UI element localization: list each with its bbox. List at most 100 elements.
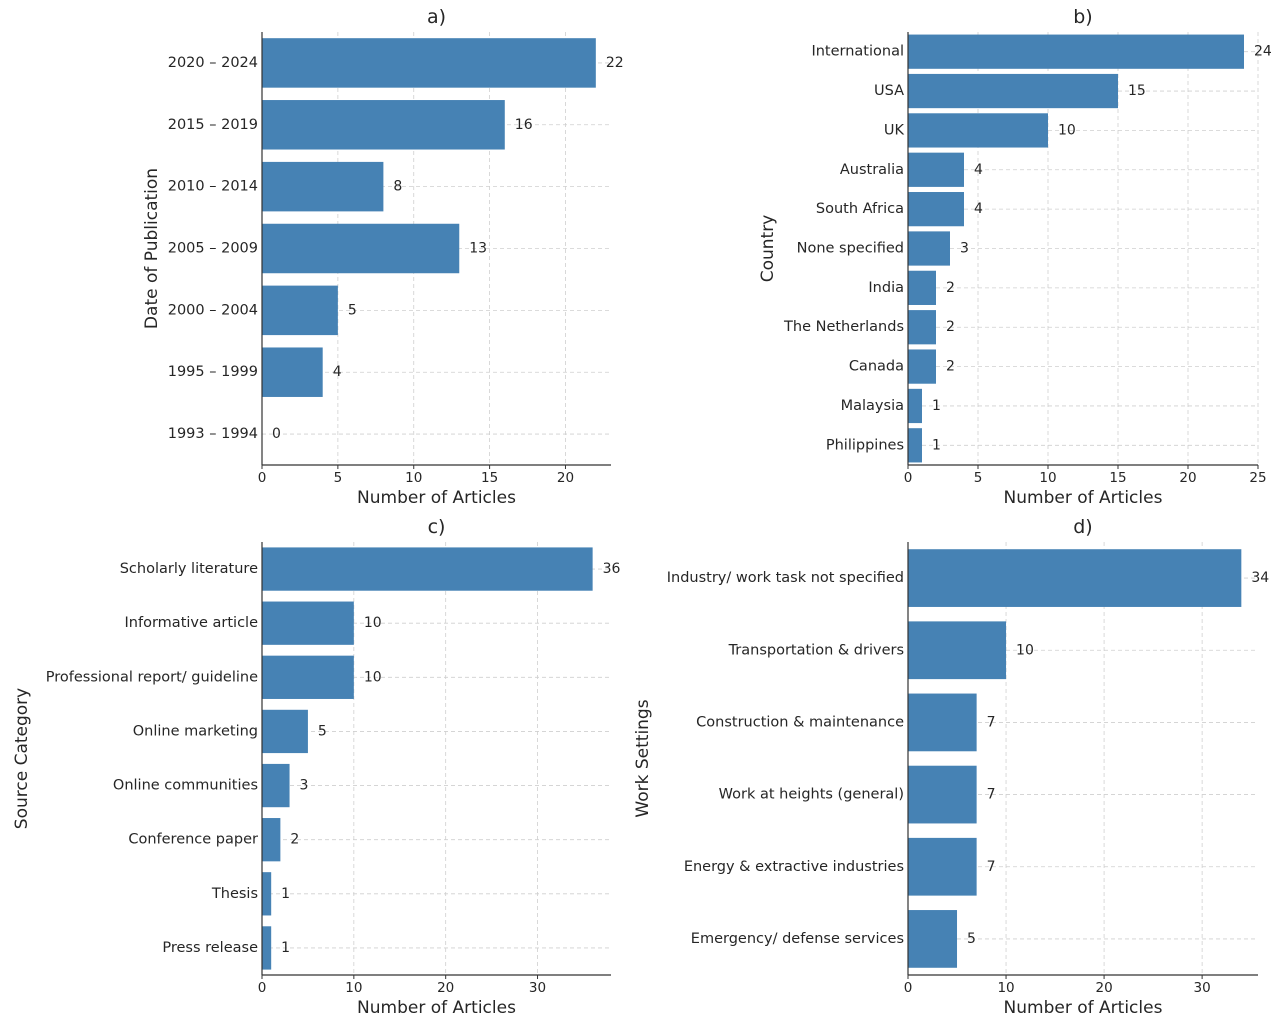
category-label: International <box>811 44 904 60</box>
category-label: India <box>868 280 904 296</box>
chart-panel-d: 34 10 7 7 7 5 Industry/ work task not specifie… <box>633 516 1269 1018</box>
category-label: Philippines <box>826 437 904 453</box>
bar-2000-2004 <box>262 285 338 336</box>
value-label-construction-maintenance: 7 <box>987 714 996 730</box>
bar-online-marketing <box>262 709 308 754</box>
x-tick-label: 0 <box>258 470 267 486</box>
category-label: 2015 – 2019 <box>168 117 258 133</box>
x-tick-label: 20 <box>437 980 454 996</box>
bar-energy-extractive-industries <box>908 837 977 896</box>
bar-2010-2014 <box>262 161 384 212</box>
bar-south-africa <box>908 192 964 227</box>
bar-philippines <box>908 428 922 463</box>
bar-conference-paper <box>262 818 281 862</box>
value-label-online-communities: 3 <box>300 778 309 794</box>
y-axis-label: Work Settings <box>633 699 653 817</box>
bar-international <box>908 34 1244 69</box>
value-label-none-specified: 3 <box>960 241 969 257</box>
x-tick-label: 10 <box>345 980 362 996</box>
value-label-online-marketing: 5 <box>318 723 327 739</box>
value-label-press-release: 1 <box>281 940 290 956</box>
value-label-philippines: 1 <box>932 437 941 453</box>
x-tick-label: 20 <box>1095 980 1112 996</box>
category-label: Professional report/ guideline <box>46 669 258 685</box>
x-tick-label: 30 <box>1194 980 1211 996</box>
x-tick-label: 20 <box>557 470 574 486</box>
x-tick-label: 10 <box>997 980 1014 996</box>
x-axis-label: Number of Articles <box>357 998 516 1018</box>
bar-none-specified <box>908 231 950 266</box>
category-label: 2005 – 2009 <box>168 241 258 257</box>
bar-work-at-heights-general <box>908 765 977 824</box>
bar-construction-maintenance <box>908 693 977 752</box>
x-tick-label: 20 <box>1179 470 1196 486</box>
value-label-2000-2004: 5 <box>348 302 357 318</box>
chart-title: d) <box>1073 516 1092 538</box>
category-label: None specified <box>797 241 904 257</box>
x-tick-label: 0 <box>904 980 913 996</box>
value-label-canada: 2 <box>946 359 955 375</box>
x-tick-label: 10 <box>1039 470 1056 486</box>
value-label-energy-extractive-industries: 7 <box>987 859 996 875</box>
value-label-scholarly-literature: 36 <box>603 561 621 577</box>
y-axis-label: Source Category <box>12 688 32 829</box>
value-label-2005-2009: 13 <box>469 241 487 257</box>
value-label-industry-work-task-not-specified: 34 <box>1251 570 1269 586</box>
bar-canada <box>908 349 936 384</box>
bar-professional-report-guideline <box>262 655 354 699</box>
value-label-uk: 10 <box>1058 122 1076 138</box>
value-label-international: 24 <box>1254 44 1272 60</box>
bar-2005-2009 <box>262 223 460 274</box>
category-label: Construction & maintenance <box>696 714 904 730</box>
category-label: Energy & extractive industries <box>684 859 904 875</box>
chart-panel-b: 24 15 10 4 4 3 2 2 2 1 1 International USA UK Australi… <box>758 6 1272 508</box>
chart-title: c) <box>428 516 446 538</box>
value-label-2015-2019: 16 <box>515 117 533 133</box>
value-label-emergency-defense-services: 5 <box>967 931 976 947</box>
x-axis-label: Number of Articles <box>1004 488 1163 508</box>
chart-panel-a: 22 16 8 13 5 4 0 2020 – 2024 2015 – 2019 2010 – 2… <box>142 6 624 508</box>
x-tick-label: 5 <box>334 470 343 486</box>
x-tick-label: 15 <box>481 470 498 486</box>
category-label: 2020 – 2024 <box>168 55 258 71</box>
bar-informative-article <box>262 601 354 645</box>
y-axis-label: Country <box>758 215 778 283</box>
category-label: Australia <box>840 162 904 178</box>
value-label-the-netherlands: 2 <box>946 319 955 335</box>
x-tick-label: 25 <box>1249 470 1266 486</box>
bar-thesis <box>262 872 272 916</box>
value-label-india: 2 <box>946 280 955 296</box>
x-tick-label: 15 <box>1109 470 1126 486</box>
bar-uk <box>908 113 1048 148</box>
x-tick-label: 10 <box>405 470 422 486</box>
value-label-1993-1994: 0 <box>272 426 281 442</box>
value-label-malaysia: 1 <box>932 398 941 414</box>
chart-panel-c: 36 10 10 5 3 2 1 1 Scholarly literature Informati… <box>12 516 621 1018</box>
category-label: Industry/ work task not specified <box>667 570 904 586</box>
value-label-2020-2024: 22 <box>606 55 624 71</box>
value-label-work-at-heights-general: 7 <box>987 787 996 803</box>
bar-the-netherlands <box>908 310 936 345</box>
value-label-thesis: 1 <box>281 886 290 902</box>
category-label: USA <box>874 83 904 99</box>
value-label-professional-report-guideline: 10 <box>364 669 382 685</box>
category-label: Canada <box>849 359 904 375</box>
y-axis-label: Date of Publication <box>142 168 162 329</box>
bar-industry-work-task-not-specified <box>908 549 1242 607</box>
x-axis-label: Number of Articles <box>357 488 516 508</box>
category-label: Emergency/ defense services <box>691 931 904 947</box>
category-label: Thesis <box>211 886 258 902</box>
bar-scholarly-literature <box>262 547 593 591</box>
category-label: Online communities <box>113 778 258 794</box>
category-label: Transportation & drivers <box>728 642 904 658</box>
bar-india <box>908 270 936 305</box>
value-label-transportation-drivers: 10 <box>1016 642 1034 658</box>
bar-australia <box>908 152 964 187</box>
bar-2015-2019 <box>262 100 505 150</box>
bar-malaysia <box>908 388 922 424</box>
category-label: Online marketing <box>133 723 258 739</box>
category-label: 2010 – 2014 <box>168 179 258 195</box>
category-label: The Netherlands <box>783 319 904 335</box>
bar-press-release <box>262 926 272 970</box>
